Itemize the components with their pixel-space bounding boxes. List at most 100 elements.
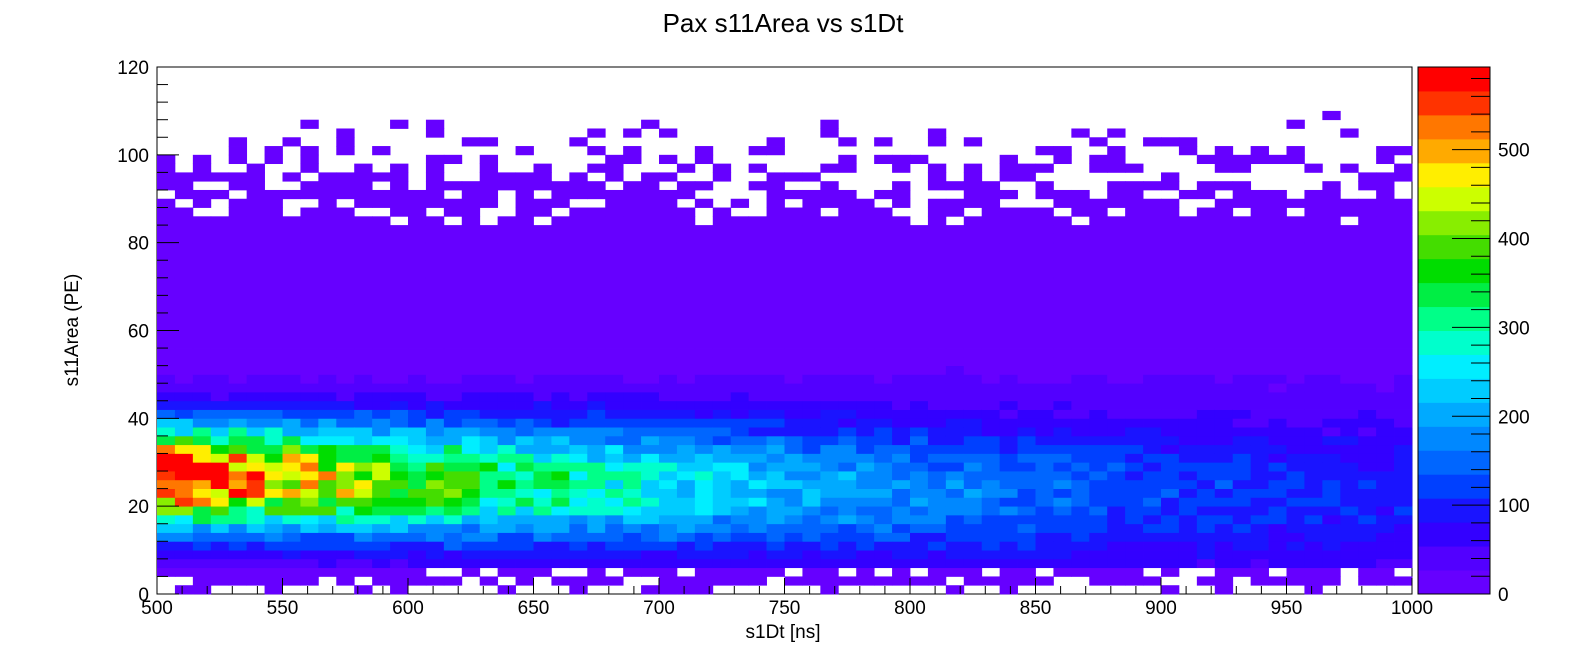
heatmap-cell — [623, 365, 642, 375]
heatmap-cell — [300, 514, 319, 525]
heatmap-cell — [856, 269, 875, 279]
heatmap-cell — [623, 216, 642, 226]
heatmap-cell — [157, 242, 176, 252]
heatmap-cell — [963, 286, 983, 296]
heatmap-cell — [927, 216, 947, 226]
heatmap-cell — [999, 506, 1018, 516]
heatmap-cell — [1053, 348, 1072, 358]
heatmap-cell — [461, 269, 481, 279]
heatmap-cell — [1143, 444, 1162, 454]
heatmap-cell — [1107, 128, 1126, 138]
heatmap-cell — [784, 506, 803, 516]
heatmap-cell — [694, 154, 714, 165]
heatmap-cell — [336, 137, 355, 147]
heatmap-cell — [605, 550, 624, 560]
heatmap-cell — [730, 514, 750, 525]
heatmap-cell — [354, 330, 373, 340]
heatmap-cell — [963, 216, 983, 226]
heatmap-cell — [1178, 391, 1198, 402]
heatmap-cell — [623, 356, 642, 367]
heatmap-cell — [157, 251, 176, 261]
heatmap-cell — [192, 321, 212, 331]
heatmap-cell — [425, 181, 445, 191]
heatmap-cell — [318, 198, 337, 208]
heatmap-cell — [587, 339, 606, 349]
heatmap-cell — [981, 471, 1001, 481]
heatmap-cell — [354, 453, 373, 463]
heatmap-cell — [605, 471, 624, 481]
heatmap-cell — [910, 453, 929, 463]
heatmap-cell — [515, 471, 534, 481]
heatmap-cell — [1376, 471, 1395, 481]
heatmap-cell — [479, 286, 499, 296]
heatmap-cell — [157, 348, 176, 358]
heatmap-cell — [1017, 497, 1036, 507]
heatmap-cell — [228, 172, 248, 182]
heatmap-cell — [192, 374, 212, 384]
heatmap-cell — [192, 348, 212, 358]
heatmap-cell — [838, 427, 857, 437]
heatmap-cell — [336, 277, 355, 287]
heatmap-cell — [336, 462, 355, 472]
heatmap-cell — [1286, 523, 1305, 533]
heatmap-cell — [1161, 304, 1180, 314]
heatmap-cell — [1394, 242, 1413, 252]
heatmap-cell — [408, 251, 427, 261]
heatmap-cell — [246, 541, 265, 551]
heatmap-cell — [1340, 312, 1359, 323]
heatmap-cell — [157, 418, 176, 428]
heatmap-cell — [1232, 550, 1252, 560]
heatmap-cell — [1340, 532, 1359, 542]
heatmap-cell — [479, 427, 499, 437]
heatmap-cell — [1214, 523, 1234, 533]
heatmap-cell — [910, 418, 929, 428]
heatmap-cell — [318, 514, 337, 525]
heatmap-cell — [1053, 550, 1072, 560]
heatmap-cell — [479, 391, 499, 402]
heatmap-cell — [336, 409, 355, 419]
heatmap-cell — [515, 479, 534, 489]
heatmap-cell — [515, 269, 534, 279]
colorbar-level — [1418, 354, 1490, 379]
heatmap-cell — [1107, 251, 1126, 261]
heatmap-cell — [282, 137, 301, 147]
heatmap-cell — [659, 295, 678, 305]
heatmap-cell — [372, 304, 391, 314]
heatmap-cell — [945, 479, 965, 489]
heatmap-cell — [390, 172, 409, 182]
heatmap-cell — [856, 365, 875, 375]
heatmap-cell — [963, 550, 983, 560]
heatmap-cell — [587, 453, 606, 463]
heatmap-cell — [390, 409, 409, 419]
heatmap-cell — [1143, 471, 1162, 481]
heatmap-cell — [820, 514, 839, 525]
heatmap-cell — [802, 418, 821, 428]
heatmap-cell — [784, 286, 803, 296]
colorbar-level — [1418, 90, 1490, 116]
heatmap-cell — [820, 576, 839, 586]
heatmap-cell — [766, 330, 785, 340]
heatmap-cell — [605, 400, 624, 410]
heatmap-cell — [461, 233, 481, 244]
heatmap-cell — [676, 295, 696, 305]
heatmap-cell — [623, 330, 642, 340]
heatmap-cell — [551, 391, 570, 402]
heatmap-cell — [1358, 514, 1377, 525]
heatmap-cell — [820, 497, 839, 507]
heatmap-cell — [1268, 242, 1287, 252]
heatmap-cell — [623, 541, 642, 551]
heatmap-cell — [157, 523, 176, 533]
heatmap-cell — [1035, 453, 1054, 463]
heatmap-cell — [264, 374, 283, 384]
heatmap-cell — [515, 550, 534, 560]
heatmap-cell — [1340, 225, 1359, 235]
heatmap-cell — [192, 514, 212, 525]
heatmap-cell — [999, 391, 1018, 402]
heatmap-cell — [1125, 497, 1144, 507]
heatmap-cell — [1071, 233, 1090, 244]
heatmap-cell — [892, 462, 911, 472]
heatmap-cell — [174, 418, 194, 428]
heatmap-cell — [641, 269, 660, 279]
heatmap-cell — [838, 242, 857, 252]
heatmap-cell — [246, 400, 265, 410]
